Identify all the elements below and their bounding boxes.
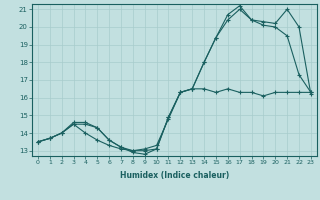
X-axis label: Humidex (Indice chaleur): Humidex (Indice chaleur) bbox=[120, 171, 229, 180]
